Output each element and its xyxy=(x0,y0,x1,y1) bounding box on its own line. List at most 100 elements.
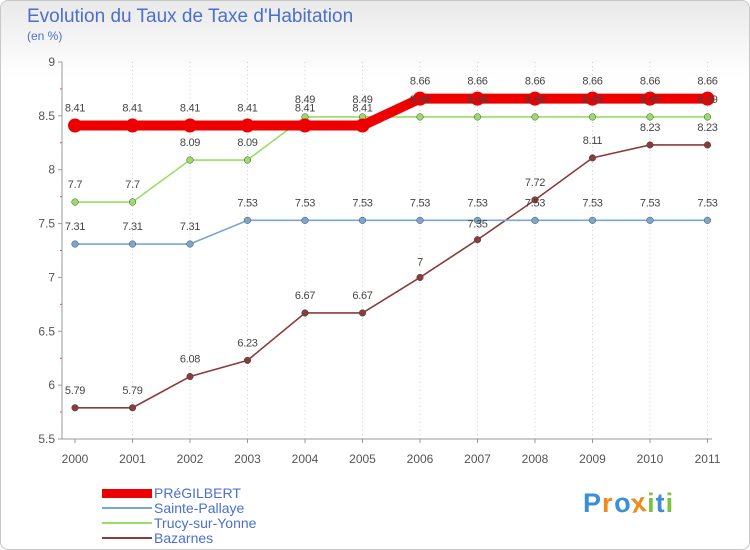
legend-label: Trucy-sur-Yonne xyxy=(154,515,257,531)
data-point-1 xyxy=(646,216,654,224)
value-label-0: 8.66 xyxy=(582,76,602,88)
value-label-2: 8.49 xyxy=(410,94,430,106)
logo-letter: P xyxy=(583,488,603,518)
data-point-3 xyxy=(588,154,597,162)
value-label-3: 8.23 xyxy=(697,122,717,134)
value-label-0: 8.66 xyxy=(525,76,545,88)
y-tick-label: 6 xyxy=(48,378,55,392)
value-label-0: 8.41 xyxy=(122,103,142,115)
value-label-3: 6.67 xyxy=(352,290,372,302)
logo-letter: r xyxy=(602,488,614,518)
value-label-2: 8.49 xyxy=(697,94,717,106)
series-line-1 xyxy=(75,219,708,245)
y-tick-label: 6.5 xyxy=(38,324,55,338)
value-label-3: 5.79 xyxy=(122,385,142,397)
data-point-0 xyxy=(355,118,370,133)
value-label-3: 7 xyxy=(417,256,423,268)
x-tick-label: 2001 xyxy=(119,452,146,466)
x-tick-label: 2008 xyxy=(522,452,549,466)
data-point-3 xyxy=(128,404,137,412)
value-label-2: 8.49 xyxy=(295,94,315,106)
value-label-3: 7.72 xyxy=(525,177,545,189)
value-label-0: 8.41 xyxy=(180,103,200,115)
value-label-0: 8.66 xyxy=(697,76,717,88)
data-point-2 xyxy=(646,113,654,121)
x-tick-label: 2007 xyxy=(464,452,491,466)
data-point-1 xyxy=(358,216,367,224)
value-label-1: 7.53 xyxy=(237,197,257,209)
data-point-1 xyxy=(531,216,539,224)
value-label-1: 7.31 xyxy=(65,221,85,233)
series-line-3 xyxy=(75,144,708,409)
x-tick-label: 2010 xyxy=(637,452,664,466)
data-point-2 xyxy=(71,198,79,206)
data-point-0 xyxy=(528,91,542,106)
value-label-1: 7.53 xyxy=(525,197,545,209)
data-point-1 xyxy=(243,216,252,224)
axis-layer: 5.5 6 6.5 7 7.5 8 8.5 9 2000 2001 2002 2003 2004 2005… xyxy=(38,55,720,466)
x-tick-label: 2005 xyxy=(349,452,376,466)
data-point-3 xyxy=(531,196,539,204)
value-label-3: 5.79 xyxy=(65,385,85,397)
value-label-2: 7.7 xyxy=(68,179,83,191)
value-label-1: 7.31 xyxy=(180,221,200,233)
legend-swatch xyxy=(102,537,152,539)
chart-title: Evolution du Taux de Taxe d'Habitation xyxy=(27,6,354,27)
x-tick-label: 2006 xyxy=(407,452,434,466)
x-tick-label: 2003 xyxy=(234,452,261,466)
value-label-3: 6.67 xyxy=(295,290,315,302)
value-label-3: 7.35 xyxy=(467,219,487,231)
data-point-3 xyxy=(646,141,654,149)
data-point-3 xyxy=(301,309,309,317)
data-point-1 xyxy=(71,240,79,248)
x-tick-label: 2000 xyxy=(62,452,89,466)
legend-label: Bazarnes xyxy=(154,530,214,546)
value-label-0: 8.66 xyxy=(467,76,487,88)
legend-swatch xyxy=(102,522,152,524)
data-point-2 xyxy=(128,198,137,206)
x-tick-label: 2011 xyxy=(695,452,721,466)
value-label-1: 7.53 xyxy=(295,197,315,209)
y-axis-unit-label: (en %) xyxy=(27,29,63,43)
value-label-3: 8.23 xyxy=(640,122,660,134)
data-point-0 xyxy=(413,91,427,106)
y-tick-label: 8 xyxy=(48,163,55,177)
logo-letter: t xyxy=(655,488,666,518)
legend-swatch xyxy=(102,489,152,498)
data-point-0 xyxy=(183,118,197,133)
value-label-3: 6.23 xyxy=(237,337,257,349)
data-point-1 xyxy=(128,240,137,248)
grid-layer xyxy=(132,62,708,439)
legend-label: Sainte-Pallaye xyxy=(154,500,245,516)
value-label-1: 7.53 xyxy=(410,197,430,209)
value-label-layer: 8.41 8.41 8.41 8.41 8.41 8.41 8.66 8.66 8.66 8.66… xyxy=(65,76,718,397)
y-tick-label: 7 xyxy=(48,270,55,284)
data-point-0 xyxy=(470,91,485,106)
data-point-0 xyxy=(125,118,140,133)
x-tick-label: 2002 xyxy=(177,452,204,466)
data-point-1 xyxy=(473,216,482,224)
legend-swatch xyxy=(102,507,152,509)
data-point-3 xyxy=(703,141,712,149)
data-point-1 xyxy=(301,216,309,224)
value-label-0: 8.41 xyxy=(237,103,257,115)
data-point-2 xyxy=(186,156,194,164)
data-point-2 xyxy=(531,113,539,121)
data-point-0 xyxy=(298,118,312,133)
value-label-2: 8.49 xyxy=(582,94,602,106)
data-point-3 xyxy=(186,372,194,381)
value-label-0: 8.66 xyxy=(410,76,430,88)
value-label-2: 8.49 xyxy=(352,94,372,106)
proxiti-logo: Proxiti xyxy=(583,487,674,519)
value-label-1: 7.53 xyxy=(697,197,717,209)
y-tick-label: 5.5 xyxy=(38,432,55,446)
value-label-0: 8.41 xyxy=(65,103,85,115)
data-point-0 xyxy=(700,91,715,106)
y-tick-label: 8.5 xyxy=(38,109,55,123)
value-label-0: 8.41 xyxy=(295,103,315,115)
value-label-2: 8.49 xyxy=(640,94,660,106)
value-label-2: 8.49 xyxy=(525,94,545,106)
data-point-0 xyxy=(68,118,82,133)
